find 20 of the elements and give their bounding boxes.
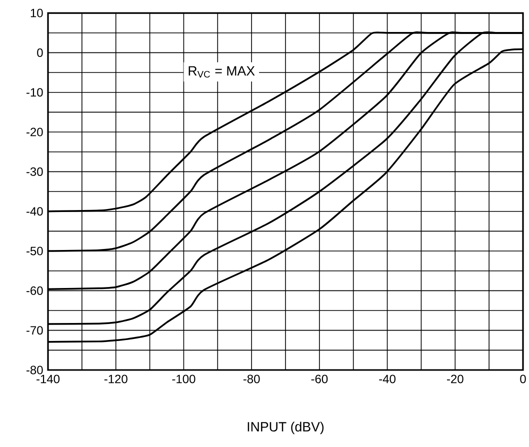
x-tick-label: -20 (447, 374, 464, 384)
y-tick-label: -30 (26, 167, 43, 176)
x-tick-label: -120 (104, 374, 128, 384)
y-tick-label: -10 (26, 88, 43, 97)
y-tick-label: -40 (26, 207, 43, 216)
y-tick-label: -60 (26, 286, 43, 295)
y-tick-label: -70 (26, 326, 43, 335)
x-tick-label: -40 (379, 374, 396, 384)
x-tick-label: 0 (520, 374, 526, 384)
y-tick-label: -50 (26, 246, 43, 256)
y-tick-label: 10 (30, 8, 43, 18)
annotation: R$_{VC}$ = MAX (188, 66, 255, 78)
x-tick-label: -80 (243, 374, 260, 384)
x-axis-title: INPUT (dBV) (248, 422, 324, 434)
x-tick-label: -60 (311, 374, 328, 384)
x-tick-label: -140 (36, 374, 60, 384)
y-tick-label: -20 (26, 128, 43, 136)
x-tick-label: -100 (172, 374, 196, 384)
y-tick-label: -80 (26, 366, 43, 374)
y-tick-label: 0 (37, 48, 43, 57)
